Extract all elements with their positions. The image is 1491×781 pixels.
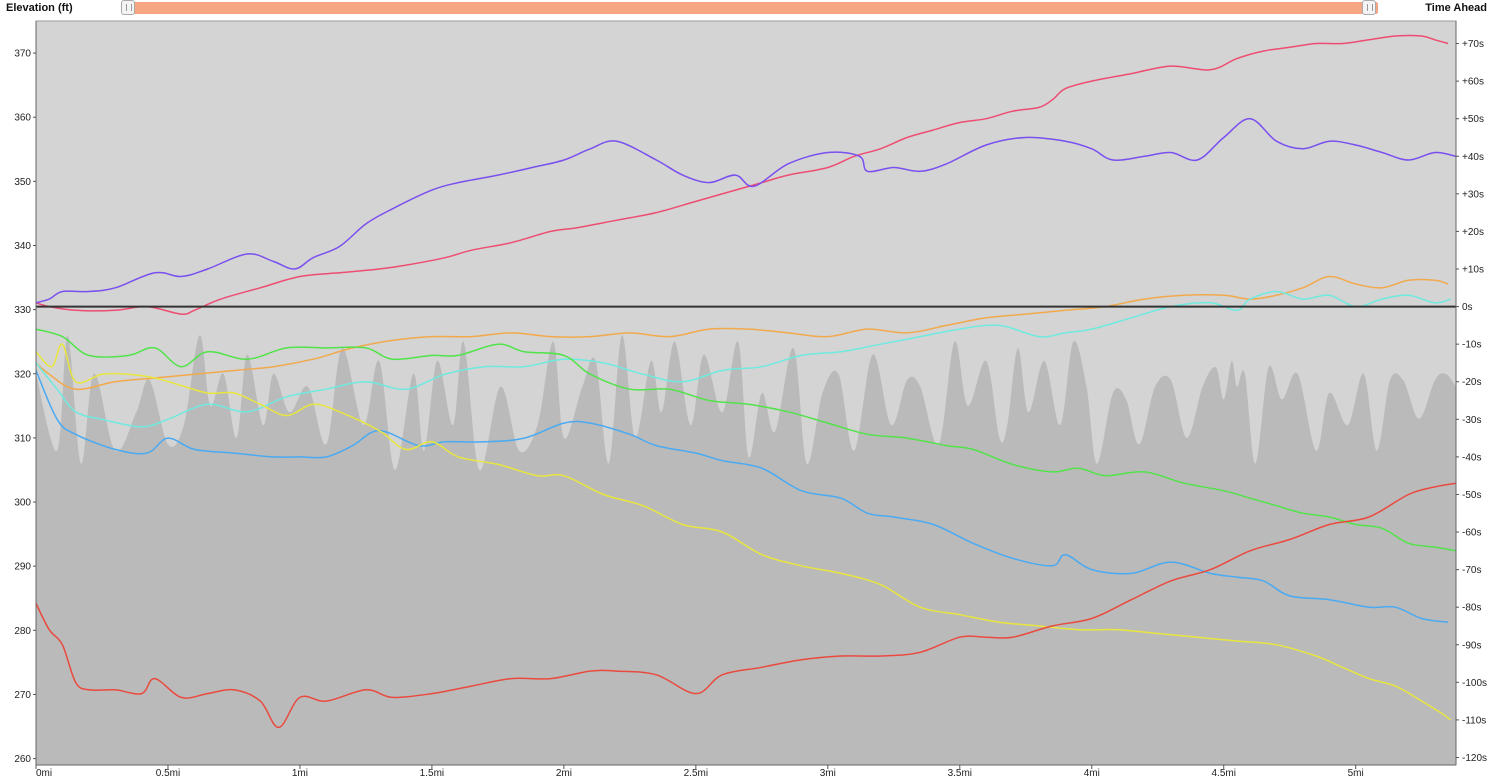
- left-tick-label: 280: [14, 626, 31, 637]
- x-tick-label: 4mi: [1084, 768, 1100, 779]
- left-tick-label: 370: [14, 49, 31, 60]
- right-tick-label: +10s: [1462, 265, 1484, 276]
- left-tick-label: 290: [14, 562, 31, 573]
- right-tick-label: -80s: [1462, 603, 1481, 614]
- right-tick-label: +30s: [1462, 189, 1484, 200]
- right-axis-title: Time Ahead: [1425, 2, 1487, 14]
- left-tick-label: 310: [14, 433, 31, 444]
- series-line-6: [35, 370, 1449, 623]
- series-line-1: [35, 34, 1449, 315]
- left-tick-label: 260: [14, 754, 31, 765]
- left-tick-label: 270: [14, 690, 31, 701]
- right-tick-label: +60s: [1462, 77, 1484, 88]
- series-line-2: [35, 117, 1457, 304]
- range-slider-left-handle[interactable]: [121, 0, 135, 15]
- series-line-5: [35, 328, 1457, 552]
- right-tick-label: +50s: [1462, 114, 1484, 125]
- left-tick-label: 350: [14, 177, 31, 188]
- x-tick-label: 1.5mi: [420, 768, 444, 779]
- range-slider-right-handle[interactable]: [1362, 0, 1376, 15]
- right-tick-label: -50s: [1462, 490, 1481, 501]
- right-tick-label: -60s: [1462, 528, 1481, 539]
- right-tick-label: +20s: [1462, 227, 1484, 238]
- x-tick-label: 2.5mi: [684, 768, 708, 779]
- left-axis-title: Elevation (ft): [6, 2, 73, 14]
- x-tick-label: 4.5mi: [1212, 768, 1236, 779]
- x-tick-label: 3.5mi: [948, 768, 972, 779]
- right-tick-label: -120s: [1462, 753, 1487, 764]
- right-tick-label: -30s: [1462, 415, 1481, 426]
- right-tick-label: -20s: [1462, 377, 1481, 388]
- right-tick-label: -10s: [1462, 340, 1481, 351]
- right-tick-label: -90s: [1462, 640, 1481, 651]
- right-tick-label: -40s: [1462, 452, 1481, 463]
- left-tick-label: 330: [14, 305, 31, 316]
- series-line-4: [35, 290, 1451, 428]
- right-tick-label: -100s: [1462, 678, 1487, 689]
- x-tick-label: 3mi: [820, 768, 836, 779]
- right-tick-label: +70s: [1462, 39, 1484, 50]
- elevation-area: [36, 335, 1456, 765]
- left-tick-label: 320: [14, 369, 31, 380]
- right-tick-label: +40s: [1462, 152, 1484, 163]
- axes-layer: 0mi 0.5mi 1mi 1.5mi 2mi 2.5mi 3mi 3.5mi 4mi 4.5mi…: [14, 21, 1487, 779]
- series-layer: [35, 34, 1457, 729]
- left-tick-label: 340: [14, 241, 31, 252]
- x-tick-label: 0mi: [36, 768, 52, 779]
- right-tick-label: -70s: [1462, 565, 1481, 576]
- x-tick-label: 0.5mi: [156, 768, 180, 779]
- left-tick-label: 360: [14, 113, 31, 124]
- series-line-8: [35, 482, 1457, 729]
- x-tick-label: 1mi: [292, 768, 308, 779]
- x-tick-label: 5mi: [1348, 768, 1364, 779]
- range-slider-track[interactable]: [126, 2, 1378, 14]
- x-tick-label: 2mi: [556, 768, 572, 779]
- left-tick-label: 300: [14, 498, 31, 509]
- right-tick-label: -110s: [1462, 715, 1486, 726]
- right-tick-label: 0s: [1462, 302, 1473, 313]
- series-line-7: [35, 343, 1452, 721]
